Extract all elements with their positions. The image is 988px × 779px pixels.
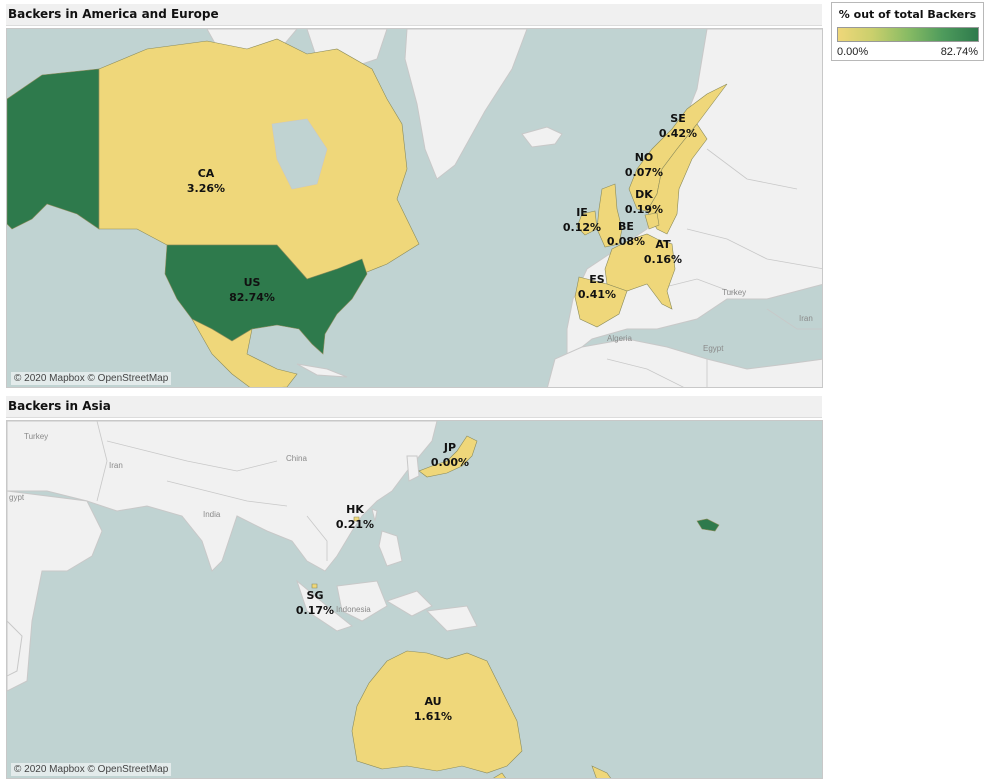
country-label-be[interactable]: BE 0.08% [607,220,645,248]
country-code-dk: DK [635,188,653,201]
country-code-sg: SG [307,589,324,602]
place-label-turkey: Turkey [24,432,48,441]
legend-title: % out of total Backers [838,8,977,21]
map-asia-canvas[interactable]: Turkey Iran China India Indonesia gypt J… [7,421,823,779]
country-pct-se: 0.42% [659,127,697,140]
map-america-europe[interactable]: Algeria Egypt Turkey Iran CA 3.26% US 82… [6,28,823,388]
country-pct-es: 0.41% [578,288,616,301]
country-pct-no: 0.07% [625,166,663,179]
country-shape-sg[interactable] [311,583,318,589]
basemap-borders [606,148,822,387]
country-code-se: SE [670,112,685,125]
map-attribution[interactable]: © 2020 Mapbox © OpenStreetMap [11,372,172,385]
map-attribution[interactable]: © 2020 Mapbox © OpenStreetMap [11,763,172,776]
country-label-sg[interactable]: SG 0.17% [296,589,334,617]
map-america-europe-canvas[interactable]: Algeria Egypt Turkey Iran CA 3.26% US 82… [7,29,823,388]
country-label-hk[interactable]: HK 0.21% [336,503,374,531]
country-shape-au-tasmania[interactable] [492,772,507,779]
country-label-es[interactable]: ES 0.41% [578,273,616,301]
country-code-no: NO [635,151,654,164]
country-shape-se[interactable] [646,123,708,235]
country-pct-dk: 0.19% [625,203,663,216]
country-labels: JP 0.00% HK 0.21% SG 0.17% AU 1.61% [296,441,469,723]
country-shape-hawaii[interactable] [696,518,720,532]
country-pct-au: 1.61% [414,710,452,723]
country-pct-ie: 0.12% [563,221,601,234]
color-legend[interactable]: % out of total Backers 0.00% 82.74% [831,2,984,61]
place-label-algeria: Algeria [607,334,632,343]
country-pct-ca: 3.26% [187,182,225,195]
map-title-asia: Backers in Asia [6,396,822,418]
place-labels: Turkey Iran China India Indonesia gypt [9,432,371,614]
legend-color-ramp[interactable] [837,27,979,42]
map-title-america-europe: Backers in America and Europe [6,4,822,26]
country-code-be: BE [618,220,634,233]
legend-max-label: 82.74% [940,46,978,58]
country-pct-sg: 0.17% [296,604,334,617]
country-pct-hk: 0.21% [336,518,374,531]
country-label-au[interactable]: AU 1.61% [414,695,452,723]
country-shape-ca[interactable] [98,38,420,280]
country-label-at[interactable]: AT 0.16% [644,238,682,266]
map-asia[interactable]: Turkey Iran China India Indonesia gypt J… [6,420,823,779]
country-labels: CA 3.26% US 82.74% SE 0.42% NO 0.07% DK … [187,112,697,304]
country-shape-mx[interactable] [191,318,298,388]
country-code-es: ES [589,273,605,286]
country-label-se[interactable]: SE 0.42% [659,112,697,140]
country-shape-es[interactable] [574,276,628,328]
country-pct-jp: 0.00% [431,456,469,469]
country-shapes[interactable] [311,435,720,779]
place-label-india: India [203,510,221,519]
place-label-turkey: Turkey [722,288,746,297]
country-code-ie: IE [576,206,588,219]
country-code-us: US [244,276,261,289]
country-shape-nz[interactable] [591,765,612,779]
country-label-no[interactable]: NO 0.07% [625,151,663,179]
legend-min-label: 0.00% [837,46,869,58]
basemap-land [7,421,478,692]
place-labels: Algeria Egypt Turkey Iran [607,288,813,353]
country-shapes[interactable] [7,38,728,388]
country-code-hk: HK [346,503,364,516]
country-shape-jp[interactable] [418,435,478,478]
country-shape-ie[interactable] [576,210,598,236]
place-label-egypt: gypt [9,493,25,502]
basemap-borders [96,421,328,561]
country-pct-us: 82.74% [229,291,275,304]
country-pct-be: 0.08% [607,235,645,248]
place-label-iran: Iran [799,314,813,323]
place-label-indonesia: Indonesia [336,605,371,614]
country-shape-dk[interactable] [644,212,660,230]
country-label-jp[interactable]: JP 0.00% [431,441,469,469]
country-pct-at: 0.16% [644,253,682,266]
country-code-at: AT [655,238,671,251]
country-code-jp: JP [443,441,456,454]
country-code-ca: CA [198,167,215,180]
country-label-us[interactable]: US 82.74% [229,276,275,304]
country-code-au: AU [424,695,441,708]
country-label-dk[interactable]: DK 0.19% [625,188,663,216]
country-shape-uk[interactable] [596,183,623,248]
country-shape-us-alaska[interactable] [7,68,100,230]
place-label-iran: Iran [109,461,123,470]
country-label-ie[interactable]: IE 0.12% [563,206,601,234]
country-label-ca[interactable]: CA 3.26% [187,167,225,195]
place-label-egypt: Egypt [703,344,724,353]
place-label-china: China [286,454,307,463]
country-shape-au[interactable] [351,650,523,774]
country-shape-hk[interactable] [353,516,360,522]
